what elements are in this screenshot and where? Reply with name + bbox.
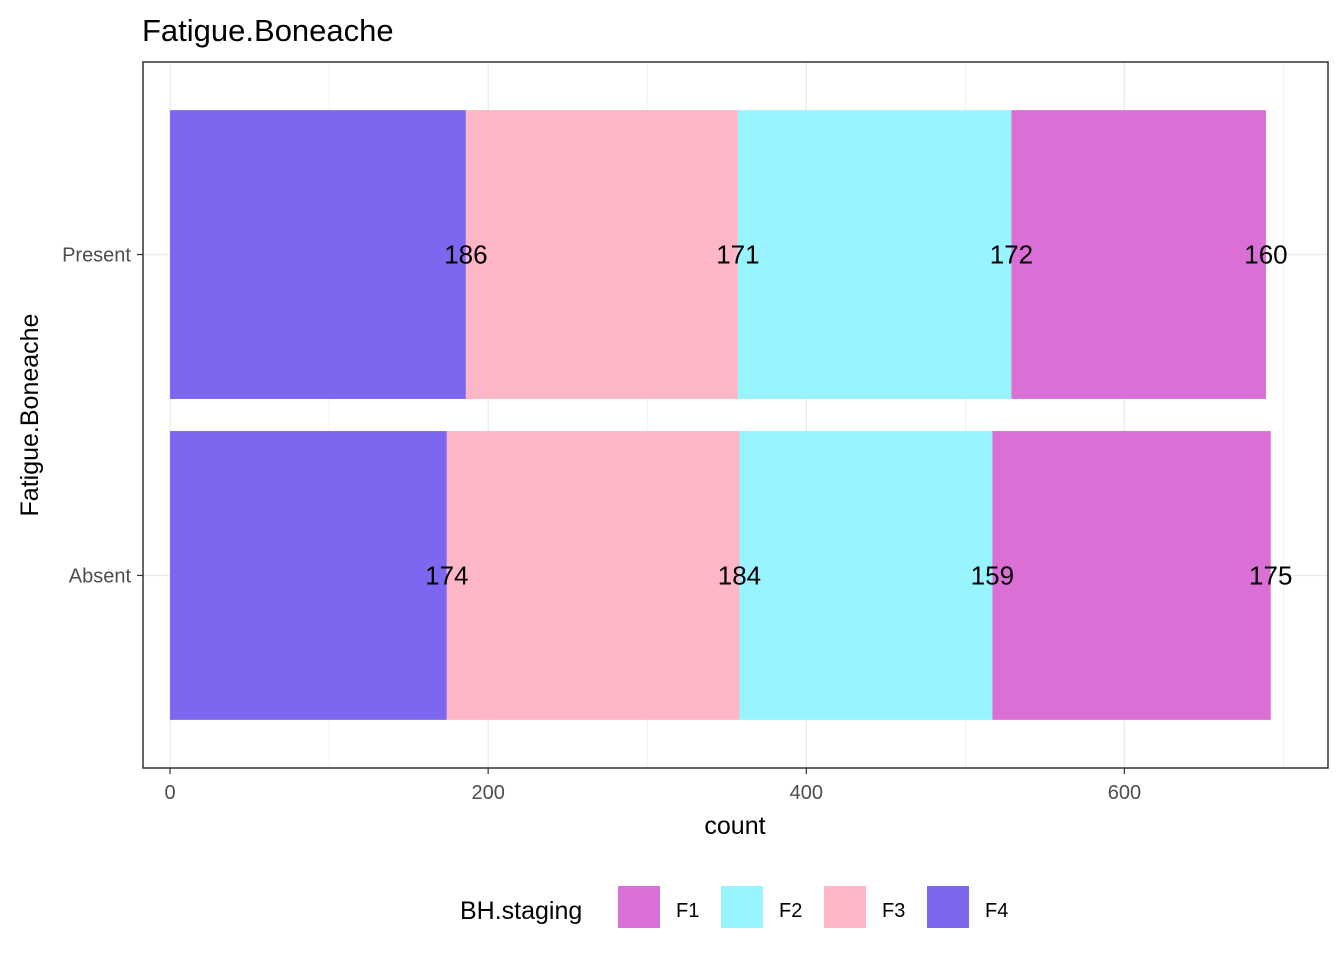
x-tick-label: 0 [164, 782, 175, 804]
bar-segment-f2-present [737, 110, 1012, 399]
x-tick-label: 400 [790, 782, 823, 804]
x-axis-title: count [704, 812, 765, 840]
data-label: 186 [444, 240, 487, 270]
x-tick-label: 600 [1108, 782, 1141, 804]
y-axis-title: Fatigue.Boneache [16, 314, 44, 517]
legend: BH.staging F1 F2 F3 F4 [460, 886, 1008, 928]
legend-label: F1 [676, 900, 699, 922]
y-axis: Absent Present [62, 245, 143, 587]
data-label: 174 [425, 560, 468, 590]
x-tick-label: 200 [471, 782, 504, 804]
bar-segment-f3-absent [446, 431, 740, 720]
legend-label: F2 [779, 900, 802, 922]
plot-panel-border [142, 61, 1329, 769]
bar-segment-f1-absent [992, 431, 1271, 720]
data-label: 172 [990, 240, 1033, 270]
bar-segment-f1-present [1011, 110, 1266, 399]
legend-label: F4 [985, 900, 1008, 922]
bars [170, 110, 1271, 720]
legend-label: F3 [882, 900, 905, 922]
legend-key-f3 [824, 886, 866, 928]
data-label: 160 [1244, 240, 1287, 270]
chart-title: Fatigue.Boneache [142, 13, 394, 48]
data-label: 175 [1249, 560, 1292, 590]
bar-segment-f3-present [465, 110, 738, 399]
y-tick-label: Absent [69, 565, 132, 587]
x-axis: 0 200 400 600 [164, 768, 1141, 804]
bar-segment-f4-absent [170, 431, 447, 720]
legend-key-f2 [721, 886, 763, 928]
bar-segment-f2-absent [739, 431, 993, 720]
bar-segment-f4-present [170, 110, 466, 399]
legend-title: BH.staging [460, 897, 582, 925]
legend-key-f1 [618, 886, 660, 928]
data-label: 171 [716, 240, 759, 270]
y-tick-label: Present [62, 245, 131, 267]
data-label: 159 [971, 560, 1014, 590]
data-labels: 174 184 159 175 186 171 172 160 [425, 240, 1292, 591]
legend-key-f4 [927, 886, 969, 928]
data-label: 184 [718, 560, 761, 590]
